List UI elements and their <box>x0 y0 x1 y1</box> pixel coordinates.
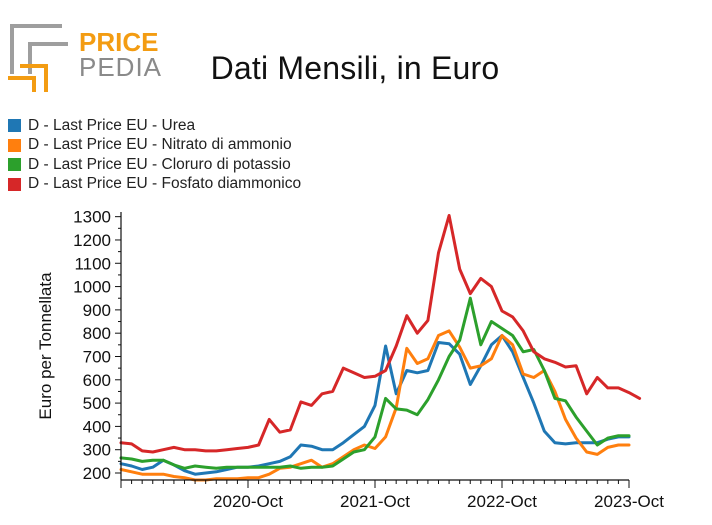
pricepedia-logo: PRICE PEDIA <box>8 24 162 92</box>
y-tick-label: 300 <box>83 441 111 460</box>
legend-item[interactable]: D - Last Price EU - Cloruro di potassio <box>8 155 301 175</box>
y-tick-label: 400 <box>83 417 111 436</box>
legend-item[interactable]: D - Last Price EU - Urea <box>8 116 301 136</box>
y-tick-label: 800 <box>83 324 111 343</box>
series-line[interactable] <box>119 214 642 454</box>
y-axis-label: Euro per Tonnellata <box>36 272 55 420</box>
legend-item[interactable]: D - Last Price EU - Fosfato diammonico <box>8 175 301 195</box>
legend-swatch <box>8 119 21 133</box>
legend-label: D - Last Price EU - Fosfato diammonico <box>28 175 302 193</box>
series-line[interactable] <box>119 334 631 476</box>
logo-orange-bracket-inner <box>20 64 48 92</box>
y-tick-label: 1300 <box>73 208 111 227</box>
legend-swatch <box>8 177 21 191</box>
y-tick-label: 1000 <box>73 278 111 297</box>
y-tick-label: 600 <box>83 371 111 390</box>
legend-label: D - Last Price EU - Nitrato di ammonio <box>28 136 292 154</box>
x-tick-label: 2021-Oct <box>340 492 410 511</box>
legend-label: D - Last Price EU - Cloruro di potassio <box>28 155 291 173</box>
logo-text-pedia: PEDIA <box>79 52 162 82</box>
series-line[interactable] <box>119 296 631 470</box>
y-tick-label: 1100 <box>74 254 111 273</box>
x-tick-label: 2023-Oct <box>594 492 664 511</box>
logo-gray-bracket <box>10 24 62 74</box>
x-tick-label: 2020-Oct <box>213 492 283 511</box>
y-tick-label: 900 <box>83 301 111 320</box>
y-tick-label: 1200 <box>73 231 111 250</box>
legend: D - Last Price EU - Urea D - Last Price E… <box>8 116 301 194</box>
y-tick-label: 500 <box>83 394 111 413</box>
legend-swatch <box>8 158 21 172</box>
logo-text-price: PRICE <box>79 27 158 57</box>
series-layer <box>119 214 642 482</box>
axis-layer: 200 300 400 500 600 700 800 900 1000 1100 1200 1300… <box>36 208 664 511</box>
y-tick-label: 700 <box>83 347 111 366</box>
legend-swatch <box>8 138 21 152</box>
x-tick-label: 2022-Oct <box>467 492 537 511</box>
logo-orange-bracket <box>8 76 36 92</box>
legend-item[interactable]: D - Last Price EU - Nitrato di ammonio <box>8 136 301 156</box>
legend-label: D - Last Price EU - Urea <box>28 116 196 134</box>
y-tick-label: 200 <box>83 464 111 483</box>
chart-title: Dati Mensili, in Euro <box>210 50 500 86</box>
